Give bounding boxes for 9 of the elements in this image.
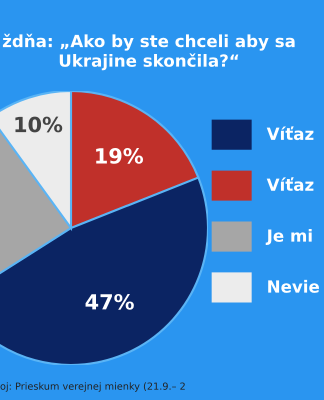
legend-label: Víťaz xyxy=(266,177,314,191)
chart-title: ždňa: „Ako by ste chceli aby sa Ukrajine skončila?“ xyxy=(2,34,295,70)
data-label: 19% xyxy=(96,148,144,164)
legend-label: Je mi xyxy=(266,229,312,246)
data-label: 10% xyxy=(15,116,62,132)
data-label: 47% xyxy=(86,294,134,310)
legend-label: Víťaz xyxy=(266,126,314,140)
text: oj: Prieskum verejnej mienky (21.9.– 2 xyxy=(0,382,185,392)
legend-label: Nevie xyxy=(268,280,319,293)
